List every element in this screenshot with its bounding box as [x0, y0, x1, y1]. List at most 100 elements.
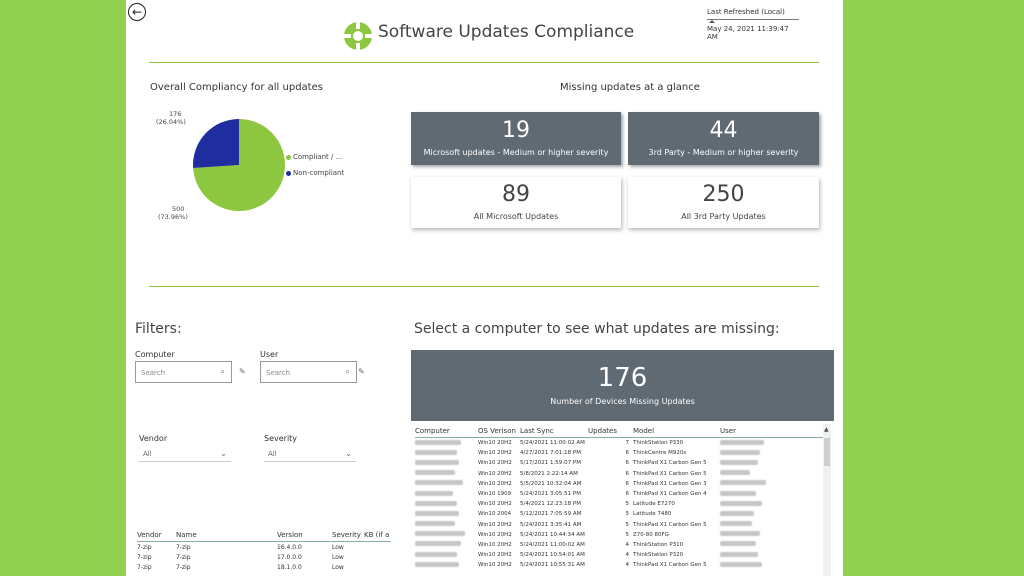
table-row[interactable]: Win10 20H2 5/24/2021 11:00:02 AM 4 ThinkSta… — [415, 540, 831, 550]
legend-label-noncompliant: Non-compliant — [293, 169, 345, 177]
table-row[interactable]: 7-zip 7-zip 16.4.0.0 Low — [137, 542, 391, 552]
legend-item-compliant[interactable]: Compliant / ... — [286, 153, 344, 161]
legend-dot-compliant — [286, 154, 291, 160]
computer-search-placeholder: Search — [141, 369, 166, 377]
column-header-os[interactable]: OS Verison — [478, 426, 516, 435]
legend-item-noncompliant[interactable]: Non-compliant — [286, 169, 344, 177]
computer-name-cell — [415, 561, 478, 569]
user-cell — [720, 531, 820, 538]
vendor-dropdown[interactable]: All ⌄ — [139, 448, 231, 462]
table-cell: 5/24/2021 3:35:41 AM — [520, 521, 582, 528]
table-row[interactable]: Win10 1909 5/24/2021 3:05:51 PM 6 ThinkPad … — [415, 489, 831, 499]
table-cell: 5/17/2021 1:59:07 PM — [520, 460, 581, 467]
pie-slice-noncompliant[interactable] — [193, 119, 239, 168]
column-header-computer[interactable]: Computer — [415, 426, 450, 435]
scroll-thumb[interactable] — [824, 438, 830, 466]
table-row[interactable]: Win10 20H2 5/24/2021 3:35:41 AM 5 ThinkPad … — [415, 520, 831, 530]
table-row[interactable]: Win10 20H2 5/8/2021 2:22:14 AM 6 ThinkPad X… — [415, 469, 831, 479]
table-row[interactable]: Win10 20H2 5/24/2021 10:44:34 AM 5 Z70-80 8… — [415, 530, 831, 540]
redacted-computer-name — [415, 480, 463, 486]
redacted-user-name — [720, 541, 756, 547]
user-cell — [720, 551, 820, 559]
computer-search-input[interactable]: Search ⌕ — [135, 361, 232, 383]
column-header-kb[interactable]: KB (if a — [364, 530, 390, 539]
computer-table-scrollbar[interactable]: ▲ — [823, 424, 831, 576]
table-cell: 17.0.0.0 — [277, 553, 302, 561]
column-header-name[interactable]: Name — [176, 530, 197, 539]
column-header-severity[interactable]: Severity — [332, 530, 361, 539]
redacted-user-name — [720, 500, 762, 506]
redacted-user-name — [720, 561, 762, 567]
table-cell: 16.4.0.0 — [277, 543, 302, 551]
table-row[interactable]: Win10 20H2 5/24/2021 10:54:01 AM 4 ThinkSta… — [415, 550, 831, 560]
column-header-model[interactable]: Model — [633, 426, 655, 435]
table-cell: 5/4/2021 12:23:18 PM — [520, 501, 581, 508]
redacted-computer-name — [415, 531, 465, 537]
redacted-user-name — [720, 439, 764, 445]
table-cell: Low — [332, 553, 344, 561]
column-header-vendor[interactable]: Vendor — [137, 530, 162, 539]
table-row[interactable]: Win10 20H2 4/27/2021 7:01:18 PM 6 ThinkCent… — [415, 448, 831, 458]
table-cell: 18.1.0.0 — [277, 563, 302, 571]
table-cell: Win10 20H2 — [478, 541, 512, 548]
column-header-last-sync[interactable]: Last Sync — [520, 426, 554, 435]
glance-title: Missing updates at a glance — [560, 82, 700, 93]
user-search-placeholder: Search — [266, 369, 291, 377]
card-ms-medium-label: Microsoft updates - Medium or higher sev… — [423, 148, 609, 157]
table-cell: 5 — [625, 521, 630, 528]
redacted-user-name — [720, 490, 756, 496]
severity-dropdown[interactable]: All ⌄ — [264, 448, 356, 462]
table-row[interactable]: Win10 20H2 5/24/2021 11:00:02 AM 7 ThinkSta… — [415, 438, 831, 448]
card-ms-all-label: All Microsoft Updates — [473, 212, 559, 221]
eraser-icon[interactable]: ✎ — [358, 367, 365, 376]
devices-missing-label: Number of Devices Missing Updates — [550, 397, 695, 406]
table-cell: 6 — [625, 460, 630, 467]
user-search-input[interactable]: Search ⌕ — [260, 361, 357, 383]
redacted-user-name — [720, 531, 760, 537]
table-cell: ThinkPad X1 Carbon Gen 4 — [633, 491, 707, 498]
table-cell: Latitude 7480 — [633, 511, 672, 518]
card-ms-medium[interactable]: 19 Microsoft updates - Medium or higher … — [411, 112, 621, 165]
table-row[interactable]: Win10 20H2 5/17/2021 1:59:07 PM 6 ThinkPad … — [415, 458, 831, 468]
table-row[interactable]: 7-zip 7-zip 17.0.0.0 Low — [137, 552, 391, 562]
user-cell — [720, 490, 820, 498]
eraser-icon[interactable]: ✎ — [239, 367, 246, 376]
column-header-user[interactable]: User — [720, 426, 736, 435]
card-3rd-all[interactable]: 250 All 3rd Party Updates — [628, 177, 819, 228]
table-cell: ThinkCentre M920s — [633, 450, 687, 457]
table-cell: 6 — [625, 470, 630, 477]
search-icon: ⌕ — [345, 367, 350, 376]
card-3rd-all-value: 250 — [702, 182, 745, 207]
table-row[interactable]: Win10 20H2 5/24/2021 10:55:31 AM 4 ThinkPad… — [415, 560, 831, 570]
redacted-computer-name — [415, 449, 457, 455]
card-ms-all[interactable]: 89 All Microsoft Updates — [411, 177, 621, 228]
user-cell — [720, 449, 820, 457]
table-cell: 5/24/2021 11:00:02 AM — [520, 440, 585, 447]
computer-name-cell — [415, 480, 478, 487]
table-cell: Win10 20H2 — [478, 552, 512, 559]
table-cell: 5 — [625, 531, 630, 538]
table-cell: 5/24/2021 10:44:34 AM — [520, 531, 585, 538]
column-header-updates[interactable]: Updates — [588, 426, 617, 435]
redacted-user-name — [720, 449, 760, 455]
table-row[interactable]: Win10 2004 5/12/2021 7:05:59 AM 5 Latitude … — [415, 509, 831, 519]
compliance-pie-chart: 176 (26.04%) 500 (73.96%) — [156, 110, 285, 221]
table-cell: Win10 20H2 — [478, 470, 512, 477]
back-arrow-icon[interactable]: ← — [128, 3, 146, 21]
redacted-user-name — [720, 521, 752, 527]
column-header-version[interactable]: Version — [277, 530, 303, 539]
table-row[interactable]: 7-zip 7-zip 18.1.0.0 Low — [137, 562, 391, 572]
scroll-up-icon[interactable]: ▲ — [824, 426, 829, 433]
table-cell: 5/24/2021 10:55:31 AM — [520, 562, 585, 569]
table-cell: 5/24/2021 11:00:02 AM — [520, 541, 585, 548]
table-row[interactable]: Win10 20H2 5/5/2021 10:32:04 AM 6 ThinkPad … — [415, 479, 831, 489]
last-refreshed-label: Last Refreshed (Local) — [707, 8, 799, 20]
last-refreshed: Last Refreshed (Local) May 24, 2021 11:3… — [707, 8, 799, 41]
table-row[interactable]: Win10 20H2 5/4/2021 12:23:18 PM 5 Latitude … — [415, 499, 831, 509]
divider-middle — [149, 286, 819, 287]
user-cell — [720, 470, 820, 477]
table-cell: 7-zip — [176, 543, 191, 551]
devices-missing-card[interactable]: 176 Number of Devices Missing Updates — [411, 350, 834, 421]
card-3rd-medium[interactable]: 44 3rd Party - Medium or higher severity — [628, 112, 819, 165]
pie-slice-compliant[interactable] — [193, 119, 285, 211]
